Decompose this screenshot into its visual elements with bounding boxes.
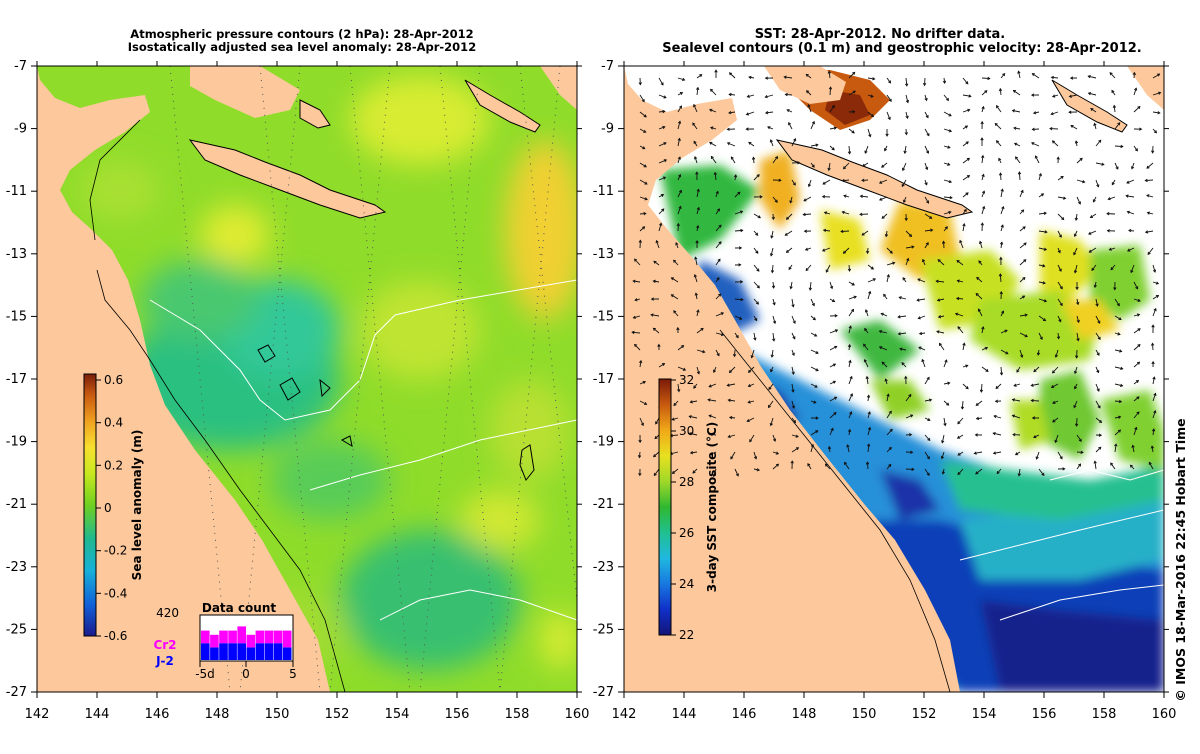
count-xtick-1: 0 — [242, 667, 250, 681]
right-ytick-7: -21 — [593, 497, 614, 512]
bar-j2-9 — [283, 647, 292, 660]
bar-j2-0 — [201, 643, 210, 660]
left-ytick-0: -7 — [14, 59, 27, 74]
sst-colorbar — [659, 379, 671, 635]
left-xtick-9: 160 — [565, 707, 590, 722]
bar-j2-7 — [265, 643, 274, 660]
left-xtick-4: 150 — [265, 707, 290, 722]
sst-tick-1: 30 — [679, 424, 694, 438]
right-xtick-4: 150 — [852, 707, 877, 722]
data-count-title: Data count — [202, 601, 277, 615]
right-ytick-2: -11 — [593, 184, 614, 199]
bar-cr2-2 — [219, 631, 228, 644]
left-ytick-2: -11 — [6, 184, 27, 199]
bar-cr2-7 — [265, 631, 274, 644]
right-xtick-6: 154 — [972, 707, 997, 722]
sla-tick-0: 0.6 — [104, 373, 123, 387]
right-ytick-5: -17 — [593, 372, 614, 387]
bar-j2-1 — [210, 647, 219, 660]
left-xtick-8: 158 — [505, 707, 530, 722]
legend-cr2: Cr2 — [153, 638, 176, 652]
right-xtick-1: 144 — [672, 707, 697, 722]
right-ytick-9: -25 — [593, 622, 614, 637]
bar-j2-8 — [274, 643, 283, 660]
data-count-max: 420 — [156, 606, 179, 620]
sla-tick-1: 0.4 — [104, 416, 123, 430]
right-xtick-3: 148 — [792, 707, 817, 722]
bar-j2-5 — [247, 647, 256, 660]
sla-colorbar-label: Sea level anomaly (m) — [130, 430, 144, 581]
sst-tick-5: 22 — [679, 628, 694, 642]
left-ytick-3: -13 — [6, 247, 27, 262]
left-ytick-8: -23 — [6, 560, 27, 575]
right-title-line2: Sealevel contours (0.1 m) and geostrophi… — [662, 41, 1141, 56]
left-ytick-9: -25 — [6, 622, 27, 637]
sst-colorbar-label: 3-day SST composite (°C) — [705, 422, 719, 593]
right-ytick-0: -7 — [601, 59, 614, 74]
bar-cr2-0 — [201, 631, 210, 644]
legend-j2: J-2 — [155, 654, 174, 668]
left-xtick-3: 148 — [205, 707, 230, 722]
left-xtick-5: 152 — [325, 707, 350, 722]
left-xtick-6: 154 — [385, 707, 410, 722]
count-xtick-2: 5 — [289, 667, 297, 681]
bar-cr2-6 — [256, 631, 265, 644]
left-ytick-7: -21 — [6, 497, 27, 512]
left-ytick-1: -9 — [14, 122, 27, 137]
bar-j2-6 — [256, 643, 265, 660]
bar-cr2-9 — [283, 631, 292, 648]
right-title-line1: SST: 28-Apr-2012. No drifter data. — [755, 27, 1005, 42]
right-ytick-8: -23 — [593, 560, 614, 575]
bar-cr2-3 — [228, 631, 237, 644]
sla-tick-2: 0.2 — [104, 458, 123, 472]
right-ytick-4: -15 — [593, 309, 614, 324]
bar-cr2-4 — [237, 626, 246, 643]
left-xtick-7: 156 — [445, 707, 470, 722]
right-xtick-5: 152 — [912, 707, 937, 722]
right-ytick-10: -27 — [593, 685, 614, 700]
left-ytick-10: -27 — [6, 685, 27, 700]
left-title-line1: Atmospheric pressure contours (2 hPa): 2… — [130, 27, 473, 41]
right-map — [624, 66, 1164, 692]
left-ytick-6: -19 — [6, 435, 27, 450]
right-xtick-7: 156 — [1032, 707, 1057, 722]
left-xtick-2: 146 — [145, 707, 170, 722]
left-ytick-4: -15 — [6, 309, 27, 324]
bar-cr2-8 — [274, 631, 283, 644]
bar-cr2-1 — [210, 635, 219, 648]
left-title-line2: Isostatically adjusted sea level anomaly… — [128, 40, 476, 54]
right-xtick-2: 146 — [732, 707, 757, 722]
sla-colorbar — [84, 374, 96, 636]
sst-tick-0: 32 — [679, 373, 694, 387]
sst-tick-2: 28 — [679, 475, 694, 489]
right-ytick-1: -9 — [601, 122, 614, 137]
sla-tick-5: -0.4 — [104, 586, 127, 600]
bar-j2-4 — [237, 643, 246, 660]
count-xtick-0: -5d — [195, 667, 215, 681]
left-xtick-1: 144 — [85, 707, 110, 722]
right-xtick-0: 142 — [612, 707, 637, 722]
left-xtick-0: 142 — [25, 707, 50, 722]
right-ytick-3: -13 — [593, 247, 614, 262]
sla-tick-6: -0.6 — [104, 629, 127, 643]
right-ytick-6: -19 — [593, 435, 614, 450]
right-xtick-8: 158 — [1092, 707, 1117, 722]
sst-tick-4: 24 — [679, 577, 694, 591]
bar-j2-2 — [219, 643, 228, 660]
left-ytick-5: -17 — [6, 372, 27, 387]
sla-tick-3: 0 — [104, 501, 112, 515]
sla-tick-4: -0.2 — [104, 544, 127, 558]
bar-cr2-5 — [247, 635, 256, 648]
bar-j2-3 — [228, 643, 237, 660]
right-xtick-9: 160 — [1152, 707, 1177, 722]
sst-tick-3: 26 — [679, 526, 694, 540]
imos-credit: © IMOS 18-Mar-2016 22:45 Hobart Time — [1173, 418, 1188, 701]
